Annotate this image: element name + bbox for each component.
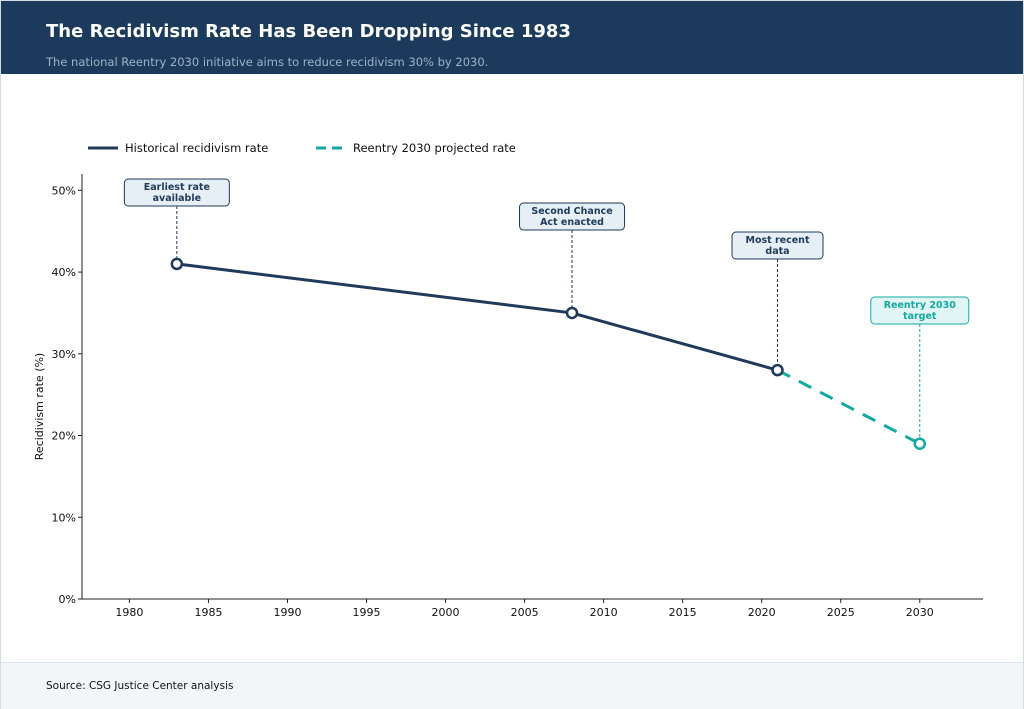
x-tick-label: 2000	[432, 606, 460, 619]
x-tick-label: 2010	[590, 606, 618, 619]
y-tick-label: 40%	[52, 266, 76, 279]
annotation-text: Second Chance	[531, 206, 612, 217]
data-point-marker	[771, 363, 784, 377]
series-line-1	[776, 368, 921, 446]
data-point-marker	[565, 306, 579, 320]
x-tick-label: 2025	[827, 606, 855, 619]
data-point-marker	[913, 437, 927, 450]
annotation-text: Earliest rate	[144, 182, 210, 193]
header: The Recidivism Rate Has Been Dropping Si…	[1, 1, 1023, 74]
series-line-0	[176, 262, 778, 372]
annotation-text: Act enacted	[540, 217, 604, 228]
y-axis-label: Recidivism rate (%)	[33, 353, 46, 460]
page-title: The Recidivism Rate Has Been Dropping Si…	[46, 21, 571, 42]
y-tick-label: 20%	[52, 430, 76, 443]
x-tick-label: 2020	[748, 606, 776, 619]
annotation-text: target	[903, 311, 937, 322]
x-tick-label: 2030	[906, 606, 934, 619]
annotation-text: available	[153, 193, 201, 204]
annotation-box	[519, 202, 626, 231]
x-tick-label: 2005	[511, 606, 539, 619]
legend-label: Historical recidivism rate	[125, 141, 268, 155]
annotation-text: data	[765, 246, 789, 257]
data-point-marker	[170, 257, 184, 271]
page-subtitle: The national Reentry 2030 initiative aim…	[46, 55, 489, 69]
annotation-text: Reentry 2030	[884, 300, 957, 311]
y-tick-label: 50%	[52, 184, 76, 197]
annotation-box	[123, 178, 230, 207]
x-tick-label: 1980	[115, 606, 143, 619]
y-tick-label: 0%	[59, 593, 76, 606]
x-tick-label: 1985	[194, 606, 222, 619]
annotation-box	[731, 231, 824, 260]
x-tick-label: 1995	[353, 606, 381, 619]
y-tick-label: 30%	[52, 348, 76, 361]
legend-label: Reentry 2030 projected rate	[353, 141, 516, 155]
annotation-text: Most recent	[746, 235, 810, 246]
source-note: Source: CSG Justice Center analysis	[46, 680, 234, 692]
footer: Source: CSG Justice Center analysis	[1, 662, 1023, 709]
x-tick-label: 1990	[273, 606, 301, 619]
x-tick-label: 2015	[669, 606, 697, 619]
annotation-box	[870, 296, 970, 325]
y-tick-label: 10%	[52, 511, 76, 524]
